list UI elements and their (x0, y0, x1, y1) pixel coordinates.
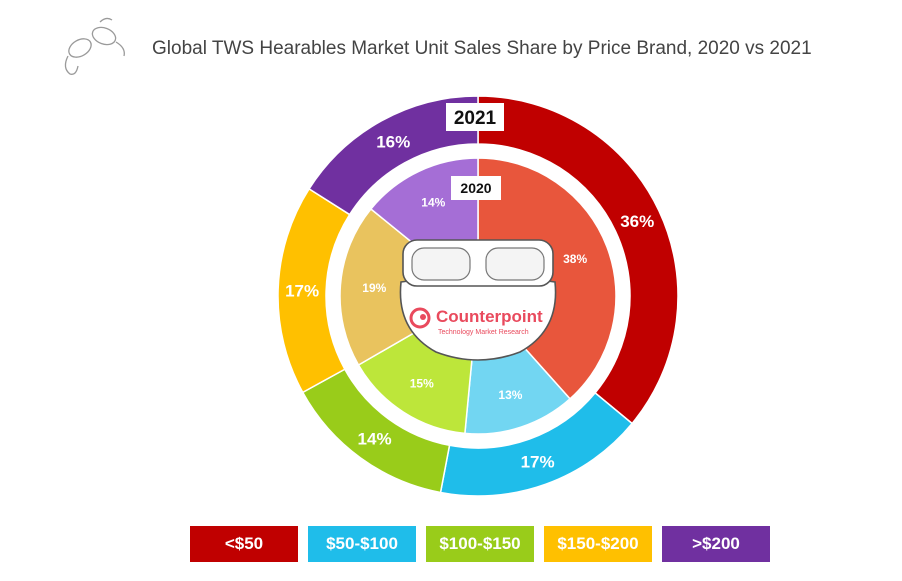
legend-item-50-100: $50-$100 (308, 526, 416, 562)
outer-slice-2021-0 (477, 95, 679, 425)
outer-slice-2021-4 (308, 95, 479, 216)
data-label-2021-1: 17% (521, 453, 555, 472)
logo-text: Counterpoint (436, 307, 543, 326)
legend-item-100-150: $100-$150 (426, 526, 534, 562)
earbud-case-illustration: Counterpoint Technology Market Research (399, 239, 557, 361)
year-2021-label-box (446, 103, 504, 131)
logo-subtext: Technology Market Research (438, 329, 529, 336)
data-label-2021-3: 17% (285, 281, 319, 300)
year-2020-label: 2020 (460, 180, 491, 196)
counterpoint-logo-icon (409, 307, 431, 329)
legend-item-under-50: <$50 (190, 526, 298, 562)
data-label-2020-2: 15% (410, 377, 434, 391)
data-label-2020-0: 38% (563, 252, 587, 266)
legend: <$50 $50-$100 $100-$150 $150-$200 >$200 (190, 526, 770, 562)
year-2020-label-box (451, 176, 501, 200)
legend-item-over-200: >$200 (662, 526, 770, 562)
data-label-2021-2: 14% (358, 429, 392, 448)
legend-item-150-200: $150-$200 (544, 526, 652, 562)
chart-title: Global TWS Hearables Market Unit Sales S… (152, 38, 812, 59)
data-label-2021-4: 16% (376, 133, 410, 152)
year-2021-label: 2021 (454, 108, 497, 129)
data-label-2020-3: 19% (362, 281, 386, 295)
earbuds-icon (64, 17, 125, 75)
data-label-2020-1: 13% (498, 388, 522, 402)
data-label-2020-4: 14% (421, 195, 445, 209)
data-label-2021-0: 36% (620, 212, 654, 231)
